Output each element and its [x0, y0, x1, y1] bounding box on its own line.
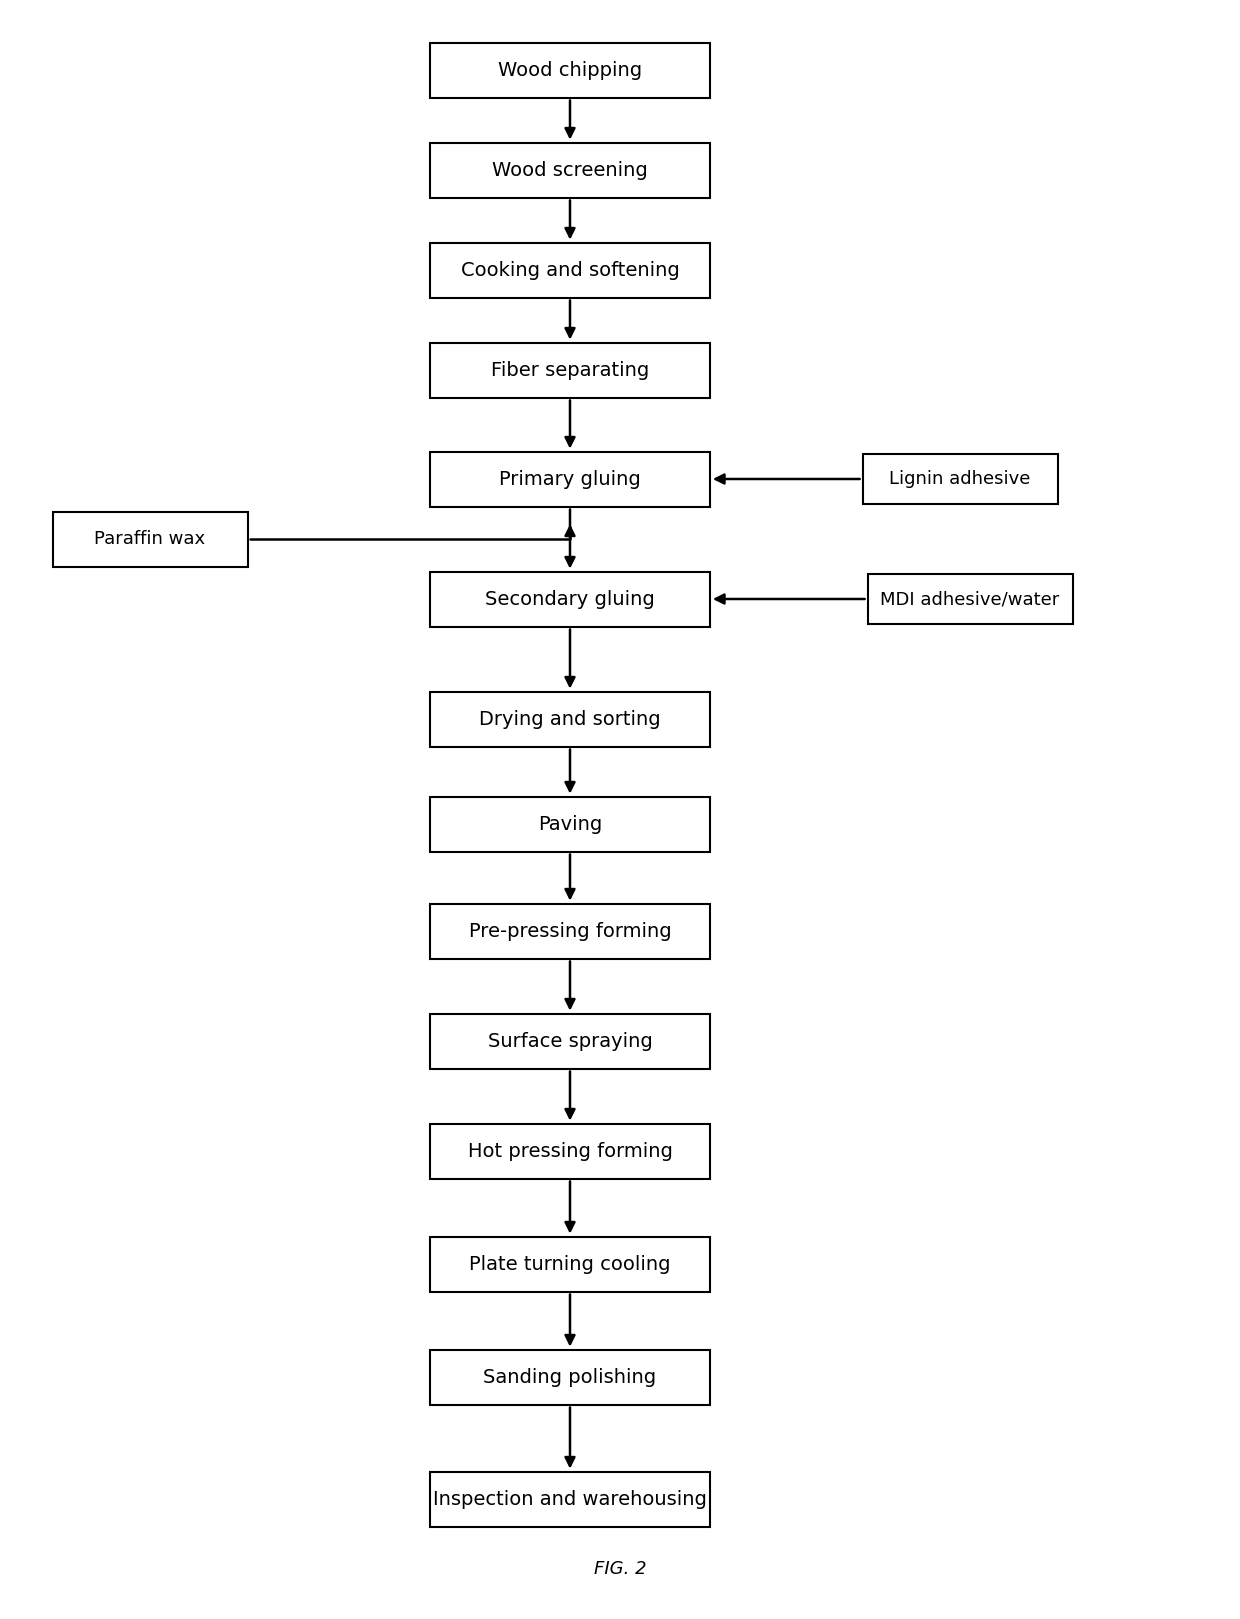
Text: Primary gluing: Primary gluing	[500, 470, 641, 489]
Text: Hot pressing forming: Hot pressing forming	[467, 1141, 672, 1161]
Bar	[430, 1013, 711, 1069]
Bar	[430, 343, 711, 398]
Text: Plate turning cooling: Plate turning cooling	[469, 1255, 671, 1274]
Bar	[430, 42, 711, 97]
Bar	[430, 797, 711, 852]
Bar	[863, 453, 1058, 504]
Bar	[430, 1237, 711, 1292]
Text: FIG. 2: FIG. 2	[594, 1561, 646, 1579]
Bar	[430, 903, 711, 958]
Text: Paving: Paving	[538, 814, 603, 834]
Text: Cooking and softening: Cooking and softening	[460, 261, 680, 280]
Bar	[430, 691, 711, 746]
Bar	[868, 575, 1073, 623]
Bar	[430, 1350, 711, 1405]
Bar	[52, 512, 248, 567]
Bar	[430, 572, 711, 627]
Bar	[430, 452, 711, 507]
Text: MDI adhesive/water: MDI adhesive/water	[880, 589, 1060, 609]
Text: Drying and sorting: Drying and sorting	[479, 709, 661, 729]
Bar	[430, 243, 711, 298]
Text: Secondary gluing: Secondary gluing	[485, 589, 655, 609]
Bar	[430, 1472, 711, 1527]
Text: Wood screening: Wood screening	[492, 160, 647, 180]
Text: Paraffin wax: Paraffin wax	[94, 529, 206, 547]
Text: Fiber separating: Fiber separating	[491, 361, 649, 379]
Text: Surface spraying: Surface spraying	[487, 1031, 652, 1051]
Bar	[430, 142, 711, 198]
Text: Lignin adhesive: Lignin adhesive	[889, 470, 1030, 487]
Text: Wood chipping: Wood chipping	[498, 60, 642, 79]
Bar	[430, 1124, 711, 1179]
Text: Pre-pressing forming: Pre-pressing forming	[469, 921, 671, 941]
Text: Inspection and warehousing: Inspection and warehousing	[433, 1489, 707, 1509]
Text: Sanding polishing: Sanding polishing	[484, 1368, 656, 1386]
